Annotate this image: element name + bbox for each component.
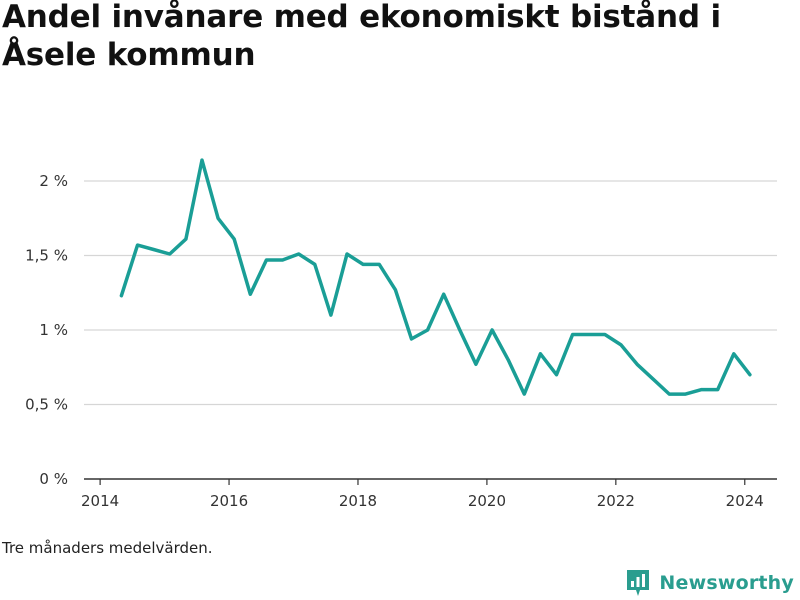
chart-title: Andel invånare med ekonomiskt bistånd i …: [2, 0, 721, 73]
y-tick-label: 0,5 %: [25, 396, 68, 414]
x-tick-label: 2016: [210, 492, 248, 510]
y-tick-label: 1 %: [39, 321, 68, 339]
brand-logo[interactable]: Newsworthy: [625, 568, 794, 598]
series-line: [119, 158, 752, 396]
newsworthy-logo-icon: [627, 570, 650, 596]
y-tick-label: 2 %: [39, 172, 68, 190]
x-tick-label: 2024: [726, 492, 764, 510]
x-axis: 2014 2016 2018 2020 2022 2024: [81, 478, 777, 510]
footnote: Tre månaders medelvärden.: [2, 539, 213, 557]
x-tick-label: 2014: [81, 492, 119, 510]
series-group: [119, 158, 752, 396]
x-tick-label: 2022: [597, 492, 635, 510]
x-tick-label: 2020: [468, 492, 506, 510]
x-tick-label: 2018: [339, 492, 377, 510]
grid-lines: [84, 180, 777, 406]
y-tick-label: 1,5 %: [25, 247, 68, 265]
y-axis-tick-labels: 0 % 0,5 % 1 % 1,5 % 2 %: [25, 172, 68, 488]
brand-name: Newsworthy: [659, 572, 794, 594]
y-tick-label: 0 %: [39, 470, 68, 488]
